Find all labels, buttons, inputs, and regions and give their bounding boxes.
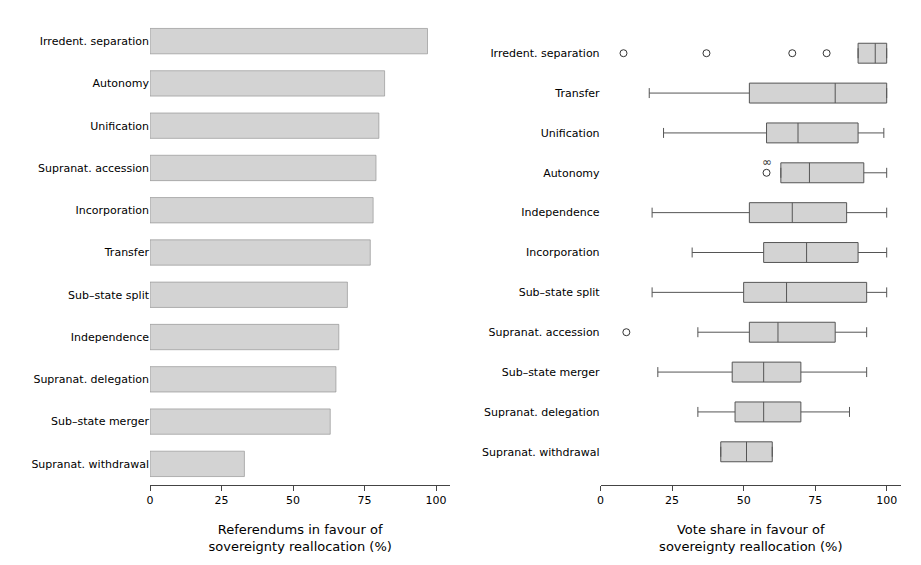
svg-text:Vote share in favour ofsoverei: Vote share in favour ofsovereignty reall… [659, 522, 842, 554]
svg-text:Supranat. delegation: Supranat. delegation [33, 373, 149, 386]
svg-text:Irredent. separation: Irredent. separation [40, 35, 149, 48]
svg-text:Supranat. withdrawal: Supranat. withdrawal [482, 446, 600, 459]
svg-text:0: 0 [597, 494, 604, 507]
svg-text:Sub–state split: Sub–state split [68, 289, 150, 302]
svg-text:100: 100 [426, 494, 447, 507]
svg-text:Transfer: Transfer [554, 87, 600, 100]
svg-text:Sub–state merger: Sub–state merger [502, 366, 600, 379]
svg-text:Sub–state split: Sub–state split [519, 286, 601, 299]
svg-text:75: 75 [808, 494, 822, 507]
svg-text:50: 50 [286, 494, 300, 507]
svg-text:Incorporation: Incorporation [75, 204, 149, 217]
svg-text:Autonomy: Autonomy [93, 77, 150, 90]
svg-text:Unification: Unification [541, 127, 600, 140]
svg-text:Incorporation: Incorporation [526, 246, 600, 259]
svg-text:Sub–state merger: Sub–state merger [51, 415, 149, 428]
svg-text:Irredent. separation: Irredent. separation [490, 47, 599, 60]
svg-text:Autonomy: Autonomy [543, 167, 600, 180]
svg-text:100: 100 [876, 494, 897, 507]
svg-text:0: 0 [147, 494, 154, 507]
svg-text:Unification: Unification [90, 120, 149, 133]
svg-text:Supranat. delegation: Supranat. delegation [484, 406, 600, 419]
svg-text:50: 50 [737, 494, 751, 507]
svg-text:Supranat. accession: Supranat. accession [489, 326, 600, 339]
svg-text:75: 75 [358, 494, 372, 507]
svg-text:Transfer: Transfer [104, 246, 150, 259]
svg-text:Supranat. accession: Supranat. accession [38, 162, 149, 175]
svg-text:Supranat. withdrawal: Supranat. withdrawal [31, 458, 149, 471]
svg-text:∞: ∞ [762, 155, 772, 169]
svg-text:Independence: Independence [71, 331, 149, 344]
svg-text:Independence: Independence [521, 206, 599, 219]
svg-text:Referendums in favour ofsovere: Referendums in favour ofsovereignty real… [209, 522, 392, 554]
svg-text:25: 25 [215, 494, 229, 507]
svg-text:25: 25 [665, 494, 679, 507]
